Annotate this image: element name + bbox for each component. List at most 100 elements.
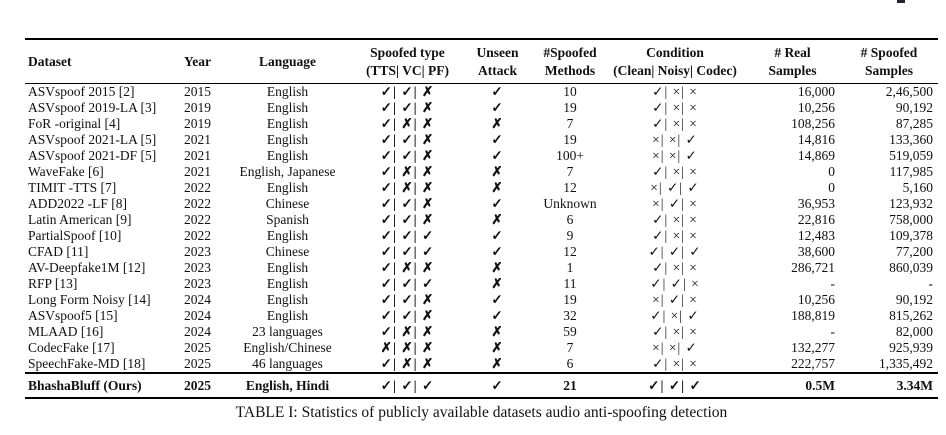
spoofed-type-flags: ✓| ✗| ✗ <box>380 116 435 132</box>
real-samples: 10,256 <box>797 292 835 308</box>
condition-flags: ✓| ×| ✓ <box>650 308 700 324</box>
spoofed-type-flags: ✓| ✓| ✗ <box>380 308 435 324</box>
condition-flags: ✓| ×| × <box>652 116 698 132</box>
col-header-language: Language <box>220 39 355 84</box>
dataset-language: 46 languages <box>252 356 323 372</box>
spoofed-methods-count: 7 <box>566 116 574 132</box>
unseen-attack-flag: ✓ <box>491 228 504 244</box>
spoofed-samples: 90,192 <box>895 100 933 116</box>
real-samples: 14,816 <box>797 132 835 148</box>
dataset-language: English, Hindi <box>245 378 330 394</box>
spoofed-methods-count: 7 <box>566 340 574 356</box>
col-header-line2: Samples <box>768 62 817 78</box>
unseen-attack-flag: ✗ <box>491 116 504 132</box>
col-header-line1: Unseen <box>476 45 519 60</box>
spoofed-samples: 925,939 <box>889 340 933 356</box>
dataset-language: English/Chinese <box>243 340 332 356</box>
dataset-name: ASVspoof 2021-DF [5] <box>28 148 157 164</box>
spoofed-samples: 815,262 <box>889 308 933 324</box>
dataset-language: English <box>266 100 309 116</box>
dataset-name: BhashaBluff (Ours) <box>28 378 142 394</box>
spoofed-methods-count: 100+ <box>556 148 584 164</box>
spoofed-samples: 109,378 <box>889 228 933 244</box>
dataset-name: MLAAD [16] <box>28 324 104 340</box>
spoofed-samples: 519,059 <box>889 148 933 164</box>
col-header-line2: Methods <box>544 62 596 78</box>
dataset-year: 2024 <box>184 292 211 308</box>
dataset-year: 2021 <box>184 132 211 148</box>
dataset-language: English <box>266 260 309 276</box>
real-samples: 10,256 <box>797 100 835 116</box>
unseen-attack-flag: ✗ <box>491 212 504 228</box>
condition-flags: ×| ×| ✓ <box>652 340 698 356</box>
col-header-year: Year <box>175 39 220 84</box>
dataset-name: WaveFake [6] <box>28 164 104 180</box>
table-header: Dataset Year Language Spoofed type (TTS| VC|… <box>25 39 938 84</box>
dataset-year: 2025 <box>184 356 211 372</box>
spoofed-samples: 2,46,500 <box>885 84 933 100</box>
real-samples: 108,256 <box>791 116 835 132</box>
condition-flags: ×| ×| ✓ <box>652 148 698 164</box>
spoofed-methods-count: 6 <box>566 212 574 228</box>
spoofed-type-flags: ✓| ✗| ✗ <box>380 356 435 372</box>
real-samples: 188,819 <box>791 308 835 324</box>
dataset-name: ADD2022 -LF [8] <box>28 196 127 212</box>
spoofed-methods-count: 7 <box>566 164 574 180</box>
dataset-year: 2024 <box>184 324 211 340</box>
unseen-attack-flag: ✗ <box>491 164 504 180</box>
spoofed-methods-count: Unknown <box>543 196 597 212</box>
dataset-name: ASVspoof 2021-LA [5] <box>28 132 157 148</box>
condition-flags: ✓| ✓| × <box>650 276 700 292</box>
dataset-year: 2024 <box>184 308 211 324</box>
dataset-year: 2025 <box>184 378 211 394</box>
spoofed-methods-count: 9 <box>566 228 574 244</box>
col-header-line1: Spoofed type <box>370 45 445 60</box>
col-header-line1: Condition <box>646 45 704 60</box>
table-row: TIMIT -TTS [7] 2022 English ✓| ✗| ✗ ✗ 12 ×| ✓|… <box>25 180 938 196</box>
spoofed-type-flags: ✓| ✗| ✗ <box>380 260 435 276</box>
table-body: ASVspoof 2015 [2] 2015 English ✓| ✓| ✗ ✓ 10 ✓|… <box>25 84 938 399</box>
dataset-year: 2023 <box>184 260 211 276</box>
real-samples: 286,721 <box>791 260 835 276</box>
dataset-year: 2021 <box>184 164 211 180</box>
dataset-name: FoR -original [4] <box>28 116 121 132</box>
dataset-language: Chinese <box>265 196 310 212</box>
dataset-name: ASVspoof 2019-LA [3] <box>28 100 157 116</box>
table-row: SpeechFake-MD [18] 2025 46 languages ✓| ✗| … <box>25 356 938 373</box>
dataset-name: AV-Deepfake1M [12] <box>28 260 146 276</box>
real-samples: - <box>830 324 836 340</box>
dataset-name: Long Form Noisy [14] <box>28 292 151 308</box>
condition-flags: ×| ✓| × <box>652 196 698 212</box>
dataset-language: 23 languages <box>252 324 323 340</box>
condition-flags: ✓| ×| × <box>652 84 698 100</box>
spoofed-methods-count: 6 <box>566 356 574 372</box>
real-samples: 14,869 <box>797 148 835 164</box>
col-header-condition: Condition (Clean| Noisy| Codec) <box>605 39 745 84</box>
dataset-year: 2022 <box>184 196 211 212</box>
spoofed-type-flags: ✓| ✓| ✗ <box>380 84 435 100</box>
dataset-language: Spanish <box>266 212 309 228</box>
dataset-language: English <box>266 308 309 324</box>
spoofed-samples: 82,000 <box>895 324 933 340</box>
header-row: Dataset Year Language Spoofed type (TTS| VC|… <box>25 39 938 84</box>
unseen-attack-flag: ✓ <box>491 132 504 148</box>
real-samples: 12,483 <box>797 228 835 244</box>
dataset-name: CodecFake [17] <box>28 340 115 356</box>
datasets-statistics-table: Dataset Year Language Spoofed type (TTS| VC|… <box>25 38 938 400</box>
col-header-real: # Real Samples <box>745 39 840 84</box>
dataset-language: English <box>266 276 309 292</box>
dataset-language: Chinese <box>265 244 310 260</box>
col-header-line1: #Spoofed <box>543 45 597 60</box>
spoofed-type-flags: ✓| ✓| ✗ <box>380 148 435 164</box>
col-header-line2: (Clean| Noisy| Codec) <box>613 62 737 78</box>
table-row: ADD2022 -LF [8] 2022 Chinese ✓| ✓| ✗ ✓ Unknow… <box>25 196 938 212</box>
dataset-year: 2019 <box>184 100 211 116</box>
dataset-name: Latin American [9] <box>28 212 132 228</box>
dataset-name: TIMIT -TTS [7] <box>28 180 117 196</box>
table-row: AV-Deepfake1M [12] 2023 English ✓| ✗| ✗ ✗ 1 ✓|… <box>25 260 938 276</box>
col-header-line2: (TTS| VC| PF) <box>366 62 449 78</box>
spoofed-samples: 123,932 <box>889 196 933 212</box>
col-header-dataset: Dataset <box>25 39 175 84</box>
spoofed-methods-count: 10 <box>563 84 577 100</box>
